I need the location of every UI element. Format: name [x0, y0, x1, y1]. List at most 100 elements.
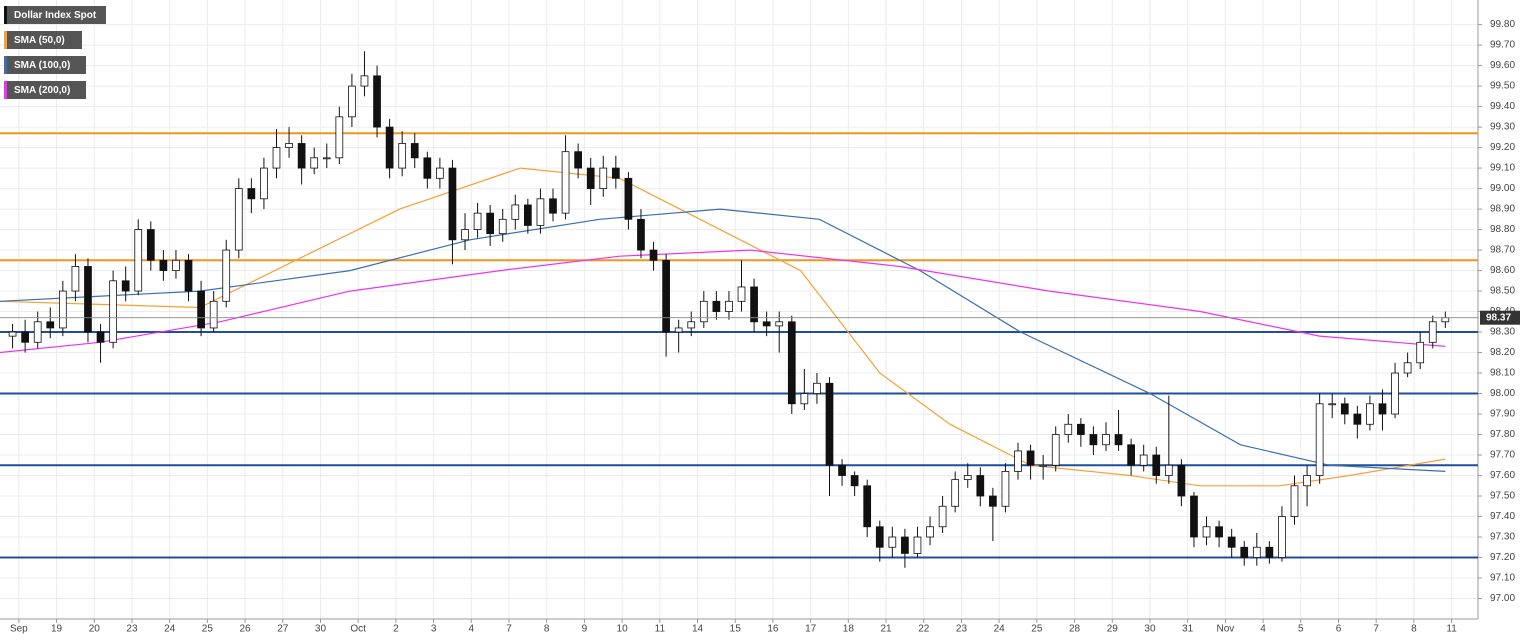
y-tick-label: 97.80 [1490, 429, 1515, 440]
candle-body [58, 290, 67, 329]
x-tick-label: 4 [469, 624, 475, 635]
candle-body [938, 505, 947, 528]
candle-body [46, 321, 55, 329]
x-tick-label: 9 [582, 624, 588, 635]
candle-body [549, 198, 557, 214]
candle-body [649, 249, 658, 261]
candle-body [951, 479, 960, 507]
candle-body [1328, 403, 1337, 406]
x-tick-label: 11 [1446, 624, 1457, 635]
candle-body [800, 393, 809, 405]
y-tick-label: 98.00 [1490, 388, 1515, 399]
candle-body [360, 75, 369, 87]
y-tick-label: 98.10 [1490, 368, 1515, 379]
candle-body [599, 167, 608, 189]
y-tick-label: 98.90 [1490, 204, 1515, 215]
candle-body [1428, 321, 1437, 343]
legend-swatch [4, 31, 7, 49]
candle-body [172, 259, 180, 271]
candle-body [1127, 444, 1135, 466]
candle-body [875, 526, 884, 548]
x-tick-label: 24 [164, 624, 176, 635]
candle-body [611, 167, 620, 179]
y-tick-label: 99.10 [1490, 163, 1515, 174]
y-tick-label: 98.50 [1490, 286, 1515, 297]
x-tick-label: 27 [277, 624, 289, 635]
candle-body [234, 188, 243, 251]
x-tick-label: 10 [617, 624, 629, 635]
last-price-box [1480, 310, 1520, 325]
candle-body [1441, 317, 1450, 323]
y-tick-label: 97.50 [1490, 491, 1515, 502]
legend-label: Dollar Index Spot [14, 10, 97, 21]
x-tick-label: 8 [544, 624, 550, 635]
y-tick-label: 98.30 [1490, 327, 1515, 338]
legend-swatch [4, 81, 7, 99]
x-tick-label: 7 [506, 624, 512, 635]
candle-body [1051, 434, 1060, 466]
x-tick-label: 14 [692, 624, 704, 635]
x-tick-label: 29 [1107, 624, 1119, 635]
candle-body [750, 286, 758, 323]
x-tick-label: 19 [51, 624, 63, 635]
candle-body [33, 321, 42, 343]
y-tick-label: 97.70 [1490, 450, 1515, 461]
candle-body [209, 300, 218, 329]
candle-body [737, 286, 746, 302]
candle-body [976, 475, 985, 497]
y-tick-label: 99.50 [1490, 81, 1515, 92]
candle-body [272, 147, 281, 169]
candle-body [297, 143, 306, 169]
candle-body [348, 85, 356, 118]
y-tick-label: 98.70 [1490, 245, 1515, 256]
candle-body [1089, 434, 1098, 446]
x-tick-label: 25 [202, 624, 214, 635]
candle-body [536, 198, 545, 226]
candle-body [322, 157, 331, 160]
x-tick-label: 18 [843, 624, 855, 635]
candle-body [285, 143, 293, 148]
candle-body [725, 300, 733, 312]
x-tick-label: 6 [1336, 624, 1342, 635]
candle-body [863, 485, 872, 528]
candle-body [1076, 423, 1085, 435]
x-tick-label: 20 [89, 624, 101, 635]
candle-body [448, 167, 457, 241]
y-tick-label: 97.00 [1490, 593, 1515, 604]
y-tick-label: 97.90 [1490, 409, 1515, 420]
y-tick-label: 98.80 [1490, 224, 1515, 235]
x-tick-label: 16 [767, 624, 779, 635]
candle-body [1039, 464, 1048, 467]
x-tick-label: 4 [1260, 624, 1266, 635]
candle-body [71, 266, 80, 292]
y-tick-label: 99.70 [1490, 40, 1515, 51]
x-tick-label: 22 [918, 624, 930, 635]
candle-body [813, 382, 821, 394]
candle-body [762, 321, 771, 327]
y-tick-label: 98.20 [1490, 347, 1515, 358]
candle-body [825, 382, 834, 466]
candle-body [461, 229, 469, 241]
candle-body [1403, 362, 1412, 374]
y-tick-label: 99.20 [1490, 142, 1515, 153]
candle-body [1227, 536, 1236, 548]
sma-line [0, 208, 1446, 472]
candle-body [1190, 495, 1198, 538]
legend-label: SMA (100,0) [14, 60, 70, 71]
y-tick-label: 99.60 [1490, 60, 1515, 71]
candle-body [1353, 413, 1362, 425]
candle-body [1001, 471, 1010, 507]
x-tick-label: 26 [240, 624, 252, 635]
candle-body [699, 300, 708, 323]
candle-body [134, 229, 143, 292]
candle-body [1114, 434, 1123, 446]
candle-body [963, 475, 972, 481]
candle-body [1240, 546, 1249, 558]
x-tick-label: Nov [1216, 624, 1234, 635]
candle-body [850, 475, 859, 487]
y-tick-label: 97.60 [1490, 470, 1515, 481]
candle-body [1340, 403, 1349, 415]
sma-line [0, 167, 1446, 487]
candle-body [423, 157, 432, 179]
